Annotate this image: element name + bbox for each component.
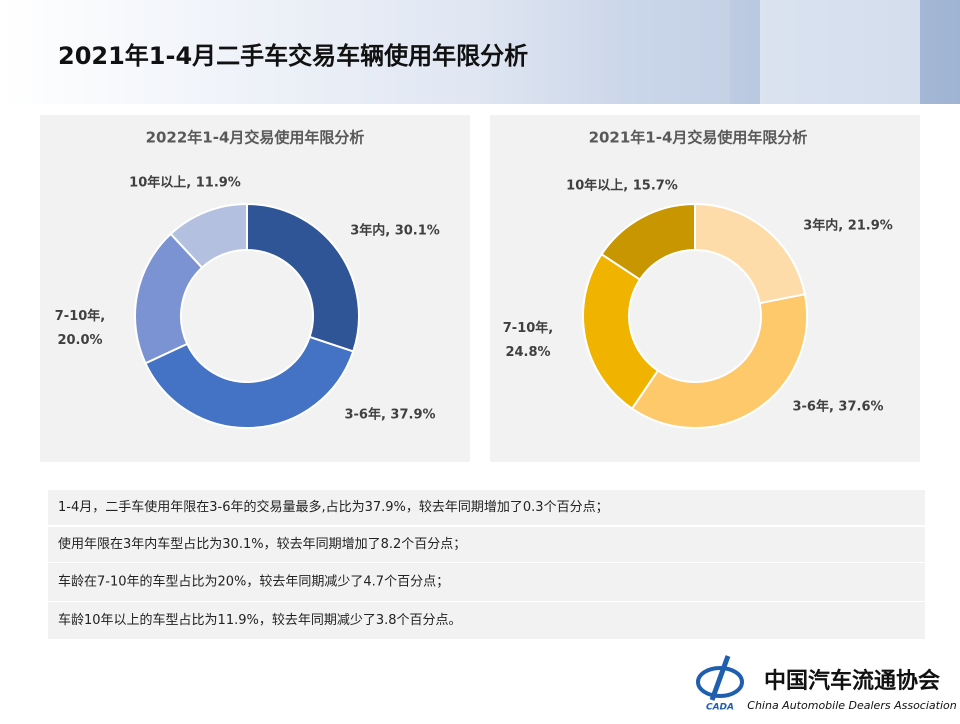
note-row (48, 527, 925, 562)
data-label: 10年以上, 11.9% (129, 175, 241, 191)
header-cube (760, 0, 920, 104)
logo-abbr: CADA (706, 703, 734, 713)
note-text: 车龄10年以上的车型占比为11.9%，较去年同期减少了3.8个百分点。 (58, 612, 462, 628)
data-label: 3-6年, 37.9% (344, 407, 435, 423)
note-text: 使用年限在3年内车型占比为30.1%，较去年同期增加了8.2个百分点； (58, 536, 466, 552)
notes: 1-4月，二手车使用年限在3-6年的交易量最多,占比为37.9%，较去年同期增加… (48, 490, 925, 639)
note-row (48, 563, 925, 601)
chart-title: 2022年1-4月交易使用年限分析 (146, 129, 365, 147)
logo-name-en: China Automobile Dealers Association (747, 699, 956, 712)
note-row (48, 490, 925, 525)
data-label: 7-10年, 20.0% (55, 308, 105, 348)
logo-mark (696, 666, 744, 698)
donut-segment (144, 335, 355, 429)
data-label: 3年内, 21.9% (803, 218, 893, 234)
data-label: 10年以上, 15.7% (566, 178, 678, 194)
chart-title: 2021年1-4月交易使用年限分析 (589, 129, 808, 147)
note-text: 1-4月，二手车使用年限在3-6年的交易量最多,占比为37.9%，较去年同期增加… (58, 499, 609, 515)
donut-segment (600, 202, 696, 281)
data-label: 7-10年, 24.8% (503, 320, 553, 360)
logo: CADA 中国汽车流通协会 China Automobile Dealers A… (696, 655, 957, 713)
logo-mark (709, 655, 731, 701)
note-row (48, 602, 925, 639)
donut-segment (246, 202, 360, 353)
note-text: 车龄在7-10年的车型占比为20%，较去年同期减少了4.7个百分点； (58, 574, 449, 590)
data-label: 3年内, 30.1% (350, 223, 440, 239)
logo-name-cn: 中国汽车流通协会 (764, 668, 940, 694)
data-label: 3-6年, 37.6% (792, 399, 883, 415)
header-cube (620, 0, 730, 104)
slide-title: 2021年1-4月二手车交易车辆使用年限分析 (58, 42, 528, 70)
donut-segment (169, 202, 248, 270)
donut-segment (630, 293, 808, 429)
